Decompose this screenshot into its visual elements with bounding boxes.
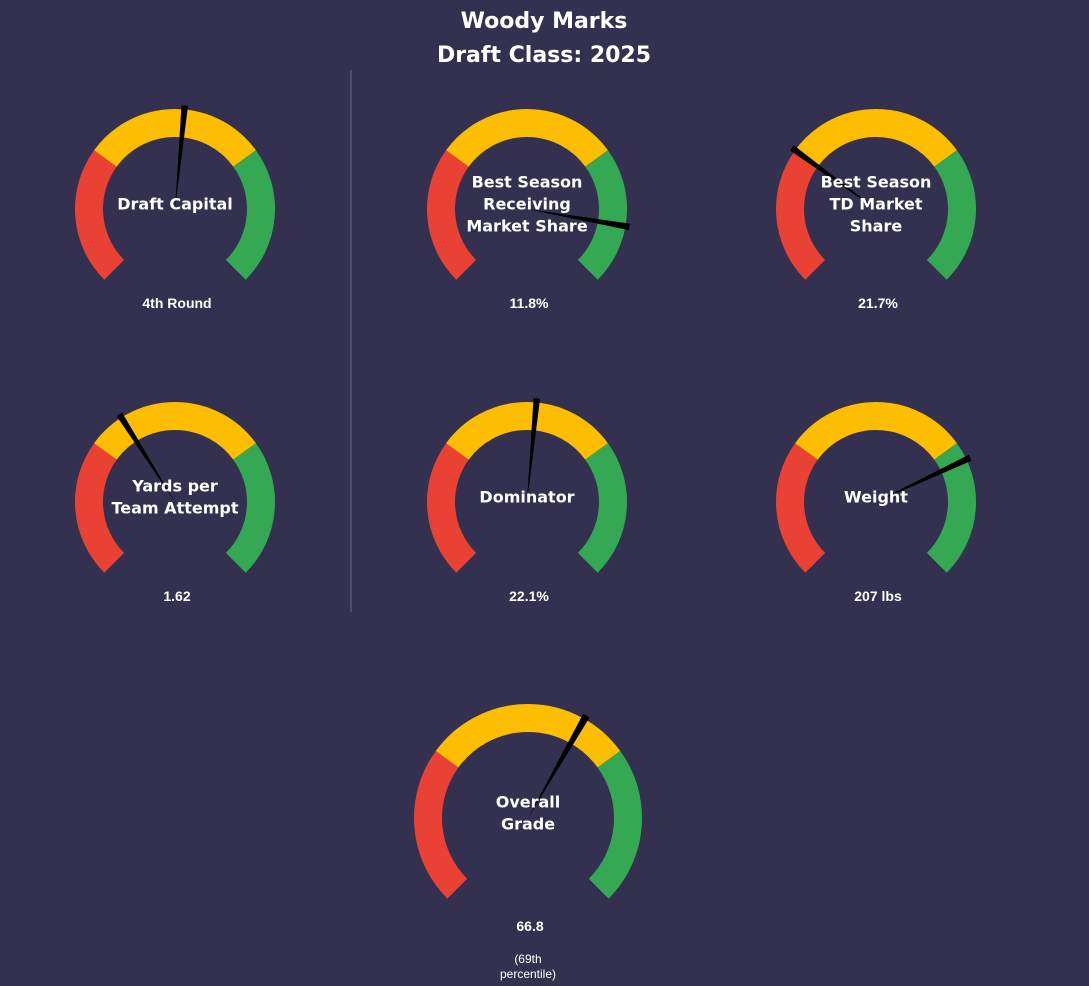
gauge-band-low [75,443,125,573]
gauge-needle [527,209,630,231]
gauge-label: Overall Grade [496,793,561,834]
gauge-band-low [427,150,477,280]
gauge-label-line: Share [850,217,903,236]
gauge-dominator: Dominator 22.1% [427,398,627,604]
gauge-label: Dominator [479,488,574,507]
gauge-band-mid [446,109,608,168]
gauge-value: 22.1% [509,588,549,604]
gauge-note: (69th [514,952,541,966]
gauge-band-mid [446,402,608,461]
chart-title: Woody Marks [461,9,628,34]
gauge-td-market-share: Best Season TD Market Share 21.7% [776,109,976,311]
gauge-band-mid [795,109,957,168]
gauge-label: Best Season TD Market Share [821,173,932,236]
gauge-label-line: Best Season [821,173,932,192]
gauge-band-low [776,150,826,280]
gauge-weight: Weight 207 lbs [776,402,976,604]
gauge-value: 4th Round [142,295,211,311]
gauge-needle [527,398,541,502]
gauge-needle [528,713,590,818]
gauge-label-line: Dominator [479,488,574,507]
gauge-note: percentile) [500,967,556,981]
gauge-band-mid [94,109,256,168]
gauge-label-line: Yards per [131,477,218,496]
gauge-needle [116,412,175,502]
gauge-value: 11.8% [510,295,549,311]
gauge-value: 207 lbs [854,588,902,604]
gauge-band-low [427,443,477,573]
gauge-band-high [225,150,275,280]
gauge-needle [876,454,972,502]
gauge-label: Draft Capital [117,195,233,214]
gauge-band-high [225,443,275,573]
gauge-band-low [414,750,468,899]
gauge-label: Weight [844,488,908,507]
gauge-label-line: TD Market [829,195,922,214]
gauge-value: 21.7% [858,295,898,311]
gauge-label-line: Best Season [472,173,583,192]
gauge-value: 1.62 [163,588,190,604]
gauge-band-high [577,443,627,573]
gauge-band-high [577,150,627,280]
gauge-label-line: Overall [496,793,561,812]
gauge-label-line: Receiving [483,195,571,214]
gauge-band-low [75,150,125,280]
gauge-band-high [588,750,642,899]
gauge-label: Best Season Receiving Market Share [466,173,587,236]
chart-subtitle: Draft Class: 2025 [437,43,651,68]
gauge-needle [789,145,876,209]
gauge-draft-capital: Draft Capital 4th Round [75,105,275,311]
gauges: Draft Capital 4th Round Best Season Receivi… [75,105,976,981]
gauge-band-low [776,443,826,573]
gauge-label-line: Market Share [466,217,587,236]
gauge-band-mid [94,402,256,461]
gauge-needle [175,105,189,209]
gauge-yards-per-team-attempt: Yards per Team Attempt 1.62 [75,402,275,604]
gauge-band-mid [795,402,957,461]
gauge-label-line: Draft Capital [117,195,233,214]
gauge-label-line: Weight [844,488,908,507]
gauge-label: Yards per Team Attempt [112,477,239,518]
gauge-band-mid [435,704,621,768]
gauge-label-line: Grade [501,815,555,834]
gauge-receiving-market-share: Best Season Receiving Market Share 11.8% [427,109,630,311]
gauge-band-high [926,150,976,280]
gauge-label-line: Team Attempt [112,499,239,518]
gauge-value: 66.8 [516,918,543,934]
